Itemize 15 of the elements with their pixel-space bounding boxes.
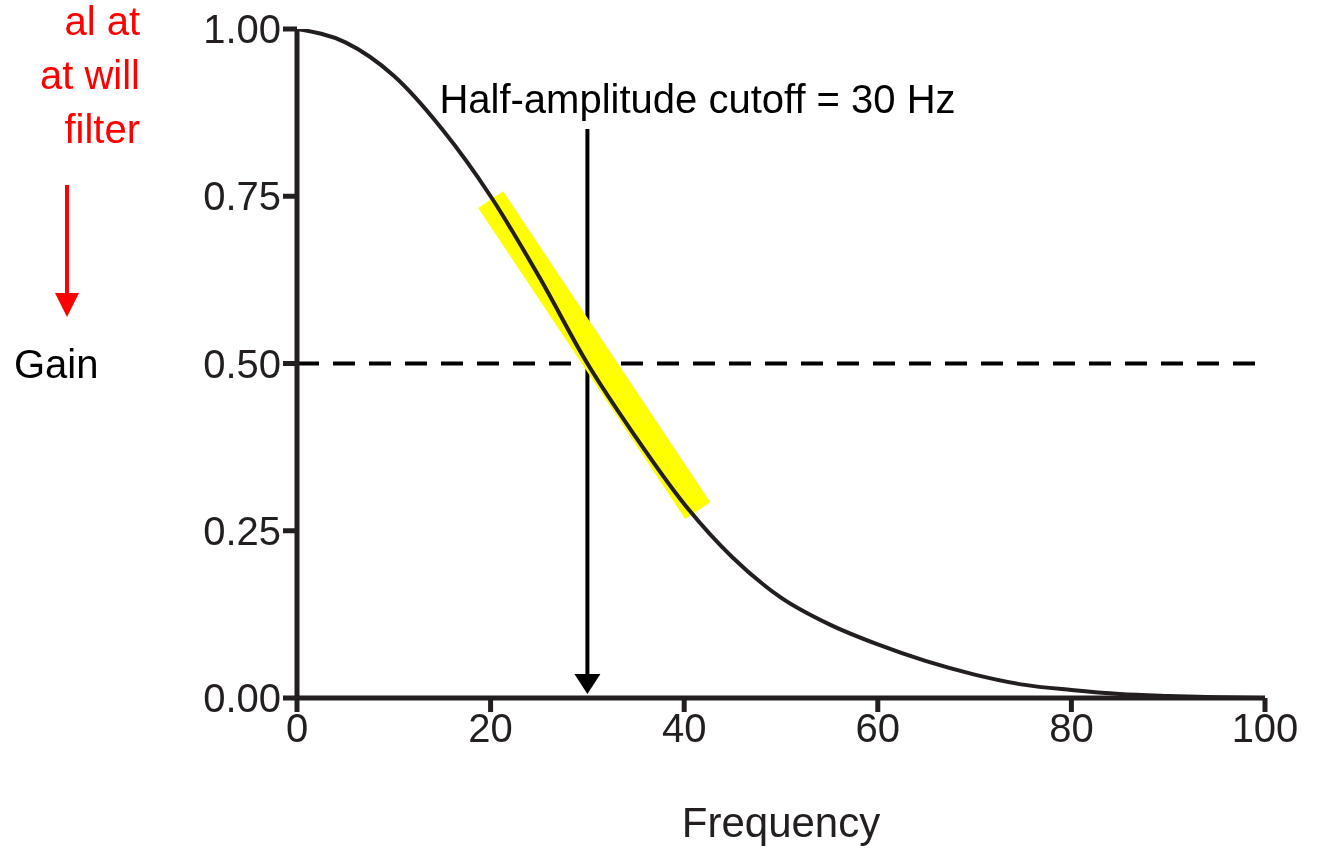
x-tick-label: 60 xyxy=(855,706,901,751)
x-tick-label: 20 xyxy=(468,706,513,751)
ref-line-label: Half-amplitude cutoff = 30 Hz xyxy=(439,77,956,121)
y-tick-label: 0.50 xyxy=(203,341,281,386)
y-tick-label: 0.00 xyxy=(203,676,281,721)
x-tick-label: 100 xyxy=(1231,706,1299,751)
x-tick-label: 0 xyxy=(285,706,309,751)
text: al at at will filter xyxy=(39,0,140,153)
y-tick-label: 0.75 xyxy=(203,174,281,219)
y-tick-label: 1.00 xyxy=(203,7,281,52)
x-tick-label: 80 xyxy=(1049,706,1094,751)
y-axis-title: Gain xyxy=(14,341,99,386)
y-tick-label: 0.25 xyxy=(203,508,281,553)
x-tick-label: 40 xyxy=(661,706,707,751)
x-axis-title: Frequency xyxy=(681,799,881,846)
